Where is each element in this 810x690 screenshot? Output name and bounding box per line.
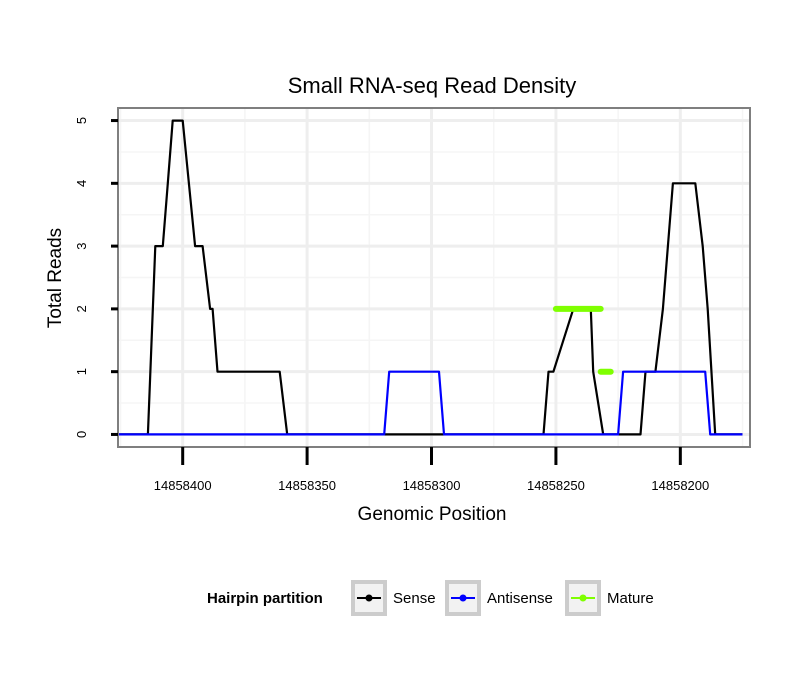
legend-title: Hairpin partition bbox=[207, 590, 323, 607]
y-tick-label: 2 bbox=[74, 305, 89, 312]
grid-lines bbox=[118, 108, 750, 447]
y-tick-label: 1 bbox=[74, 368, 89, 375]
legend-item-mature: Mature bbox=[565, 580, 654, 616]
x-tick-label: 14858250 bbox=[527, 478, 585, 493]
y-tick-label: 5 bbox=[74, 117, 89, 124]
y-axis: 0 1 2 3 4 5 bbox=[74, 117, 118, 438]
y-tick-label: 4 bbox=[74, 180, 89, 187]
y-axis-title: Total Reads bbox=[45, 228, 66, 328]
legend-key-point bbox=[459, 594, 467, 602]
legend-label: Sense bbox=[393, 590, 436, 607]
legend-item-sense: Sense bbox=[351, 580, 436, 616]
legend-label: Mature bbox=[607, 590, 654, 607]
series-line-antisense-1 bbox=[115, 370, 743, 436]
y-tick-label: 3 bbox=[74, 242, 89, 249]
legend: Hairpin partition Sense Antisense Mature bbox=[207, 580, 654, 616]
x-tick-label: 14858200 bbox=[651, 478, 709, 493]
chart-title: Small RNA-seq Read Density bbox=[288, 73, 577, 98]
legend-key-point bbox=[579, 594, 587, 602]
legend-items: Sense Antisense Mature bbox=[351, 580, 654, 616]
legend-label: Antisense bbox=[487, 590, 553, 607]
plot-border bbox=[117, 107, 751, 448]
x-tick-label: 14858400 bbox=[154, 478, 212, 493]
x-tick-label: 14858350 bbox=[278, 478, 336, 493]
legend-key-point bbox=[365, 594, 373, 602]
series-line-sense-0 bbox=[115, 119, 743, 436]
series-layer bbox=[115, 119, 743, 436]
legend-item-antisense: Antisense bbox=[445, 580, 553, 616]
y-tick-label: 0 bbox=[74, 431, 89, 438]
x-tick-label: 14858300 bbox=[403, 478, 461, 493]
x-axis-title: Genomic Position bbox=[358, 504, 507, 525]
x-axis: 14858400 14858350 14858300 14858250 14858200 bbox=[154, 447, 709, 493]
